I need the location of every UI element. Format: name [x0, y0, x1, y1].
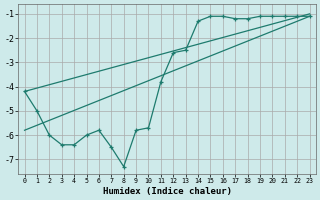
- X-axis label: Humidex (Indice chaleur): Humidex (Indice chaleur): [103, 187, 232, 196]
